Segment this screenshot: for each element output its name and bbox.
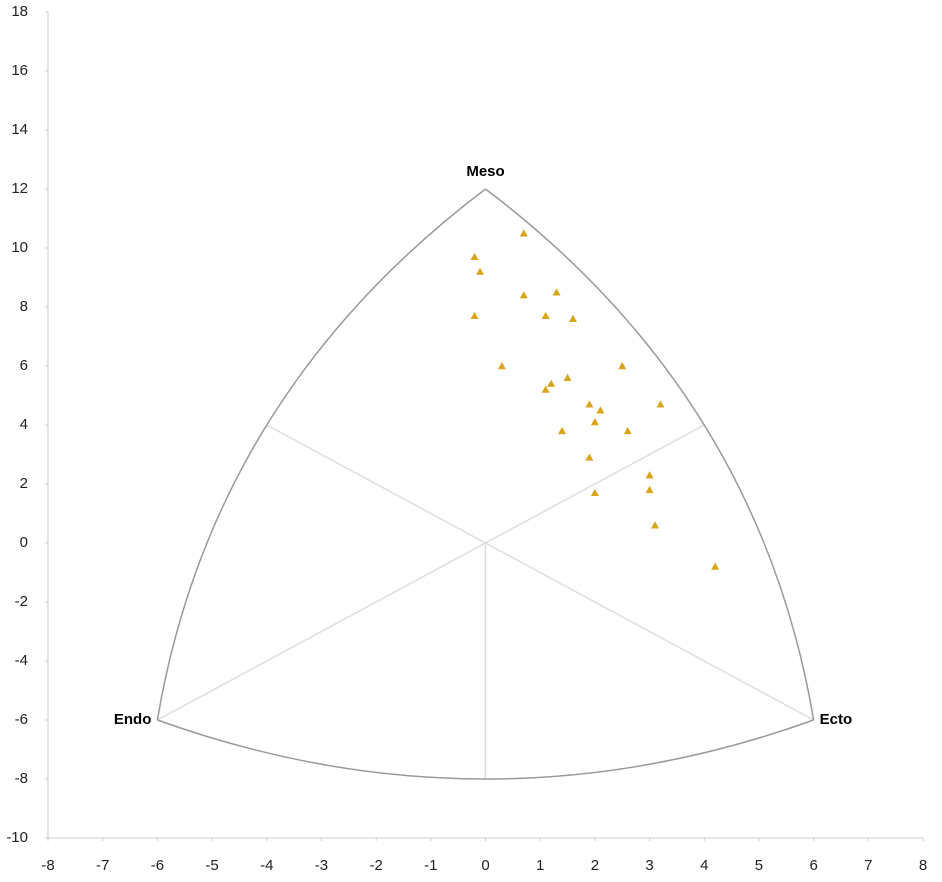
point: [656, 400, 665, 408]
point: [585, 453, 594, 461]
x-tick-label: 1: [536, 857, 544, 874]
point: [552, 288, 561, 296]
point: [645, 471, 654, 479]
point: [563, 373, 572, 381]
x-tick-label: 2: [591, 857, 599, 874]
y-tick-label: 12: [11, 180, 28, 197]
x-tick-label: -3: [315, 857, 328, 874]
y-tick-label: 4: [20, 416, 28, 433]
point: [645, 485, 654, 494]
y-tick-label: -8: [15, 770, 28, 787]
point: [476, 267, 485, 275]
x-tick-label: 3: [645, 857, 653, 874]
x-tick-label: 7: [864, 857, 872, 874]
point: [547, 379, 556, 387]
x-tick-label: -8: [41, 857, 54, 874]
y-tick-label: 16: [11, 62, 28, 79]
y-tick-label: 6: [20, 357, 28, 374]
y-tick-label: 18: [11, 3, 28, 20]
vertex-label: Ecto: [820, 711, 853, 728]
x-tick-label: 0: [481, 857, 489, 874]
vertex-label: Endo: [114, 711, 152, 728]
frame-line: [485, 542, 814, 721]
y-tick-label: -4: [15, 652, 28, 669]
y-tick-label: -6: [15, 711, 28, 728]
point: [541, 385, 550, 393]
point: [651, 521, 660, 529]
point: [590, 418, 599, 426]
point: [711, 562, 720, 570]
frame-line: [266, 424, 486, 544]
point: [569, 314, 577, 322]
y-tick-label: -10: [6, 829, 28, 846]
point: [585, 400, 594, 408]
point: [623, 426, 632, 435]
point: [470, 252, 479, 261]
point: [618, 362, 627, 370]
y-tick-label: -2: [15, 593, 28, 610]
y-tick-label: 14: [11, 121, 28, 138]
x-tick-label: -7: [96, 857, 109, 874]
point: [541, 311, 550, 320]
x-tick-label: -5: [205, 857, 218, 874]
point: [596, 406, 605, 414]
x-tick-label: 8: [919, 857, 927, 874]
x-tick-label: -4: [260, 857, 273, 874]
y-tick-label: 0: [20, 534, 28, 551]
frame-line: [157, 542, 486, 721]
point: [590, 488, 599, 497]
x-tick-label: 6: [809, 857, 817, 874]
point: [519, 229, 528, 237]
point: [558, 426, 567, 435]
x-tick-label: -6: [151, 857, 164, 874]
x-tick-label: -2: [369, 857, 382, 874]
x-tick-label: -1: [424, 857, 437, 874]
somatochart-outline: [156, 188, 815, 780]
x-tick-label: 5: [755, 857, 763, 874]
point: [470, 311, 479, 320]
y-tick-label: 2: [20, 475, 28, 492]
point: [497, 362, 506, 370]
y-tick-label: 8: [20, 298, 28, 315]
y-tick-label: 10: [11, 239, 28, 256]
point: [519, 291, 528, 299]
frame-line: [485, 424, 705, 544]
x-tick-label: 4: [700, 857, 708, 874]
vertex-label: Meso: [466, 163, 504, 180]
